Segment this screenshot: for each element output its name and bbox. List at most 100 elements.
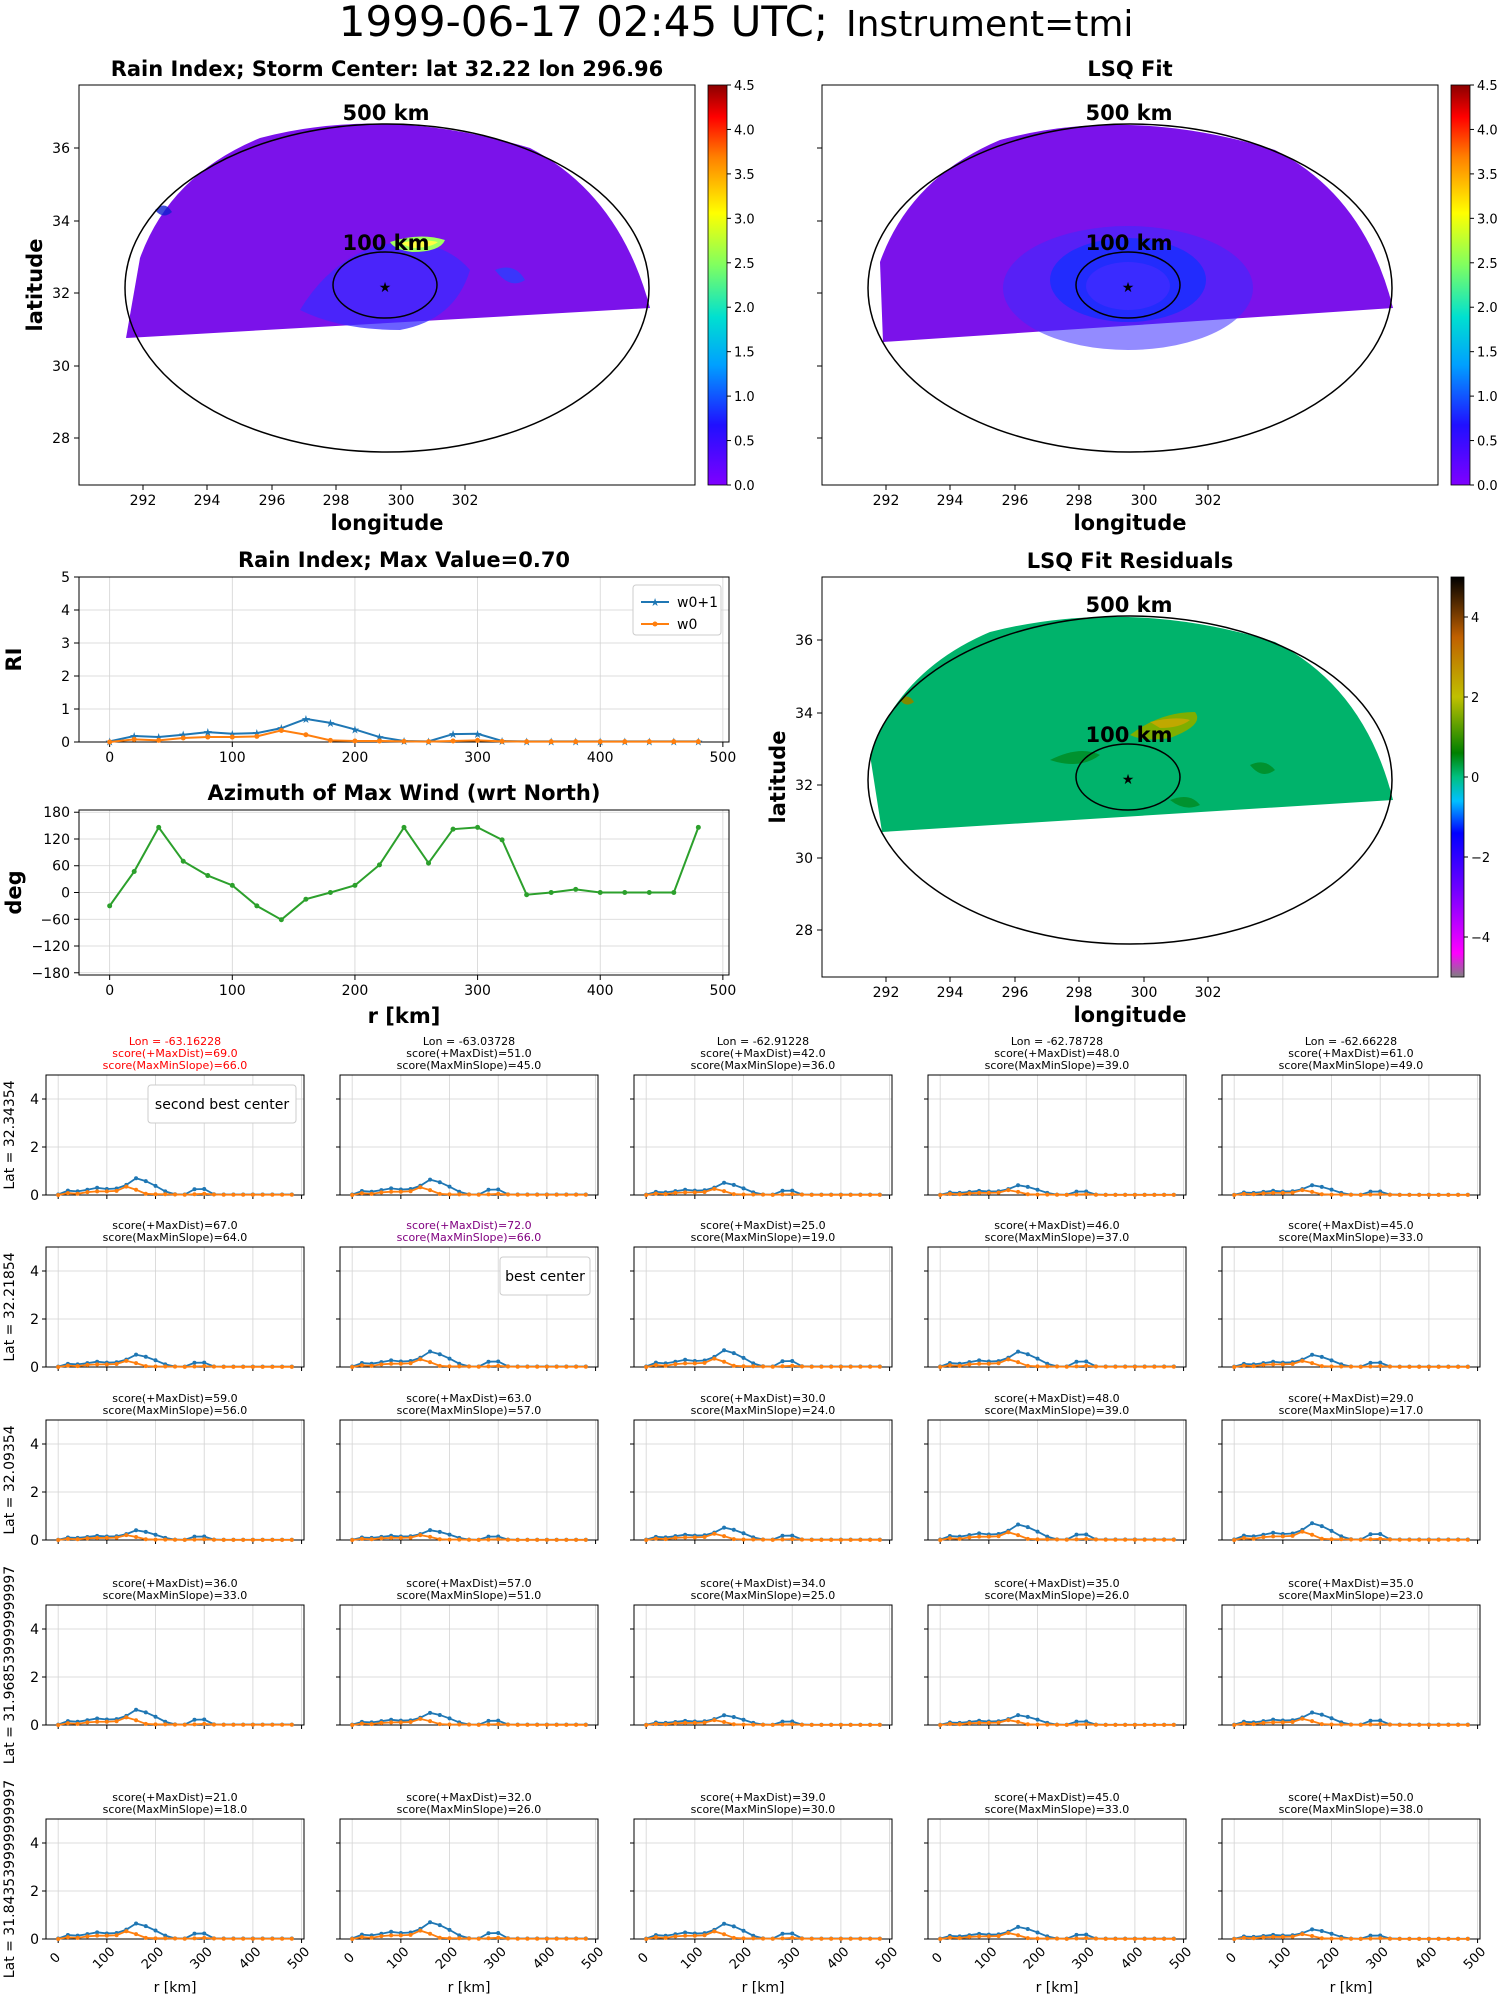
y-tick-label: 2: [30, 1140, 39, 1156]
data-point: [408, 1932, 413, 1937]
data-point: [1232, 1538, 1237, 1542]
data-point: [192, 1717, 197, 1722]
plot-area: [928, 1420, 1186, 1540]
data-point: [1358, 1537, 1363, 1542]
data-point: [515, 1364, 520, 1369]
data-point: [1339, 1537, 1344, 1542]
plot-area: [340, 1075, 598, 1195]
x-tick-label: 300: [464, 983, 491, 999]
data-point: [583, 1537, 588, 1542]
data-point: [182, 1722, 187, 1727]
data-point: [260, 1537, 265, 1542]
x-tick-label: 100: [1266, 1944, 1294, 1972]
data-point: [770, 1722, 775, 1727]
y-tick-label: 0: [30, 1360, 39, 1376]
data-point: [761, 1537, 765, 1542]
data-point: [1368, 1532, 1373, 1537]
data-point: [1025, 1525, 1030, 1530]
data-point: [1378, 1364, 1383, 1369]
data-point: [712, 1356, 717, 1361]
rain-index-map: Rain Index; Storm Center: lat 32.22 lon …: [23, 57, 755, 535]
data-point: [1006, 1188, 1011, 1193]
data-point: [1123, 1936, 1128, 1941]
svg-text:36: 36: [52, 141, 70, 157]
data-point: [1241, 1935, 1246, 1940]
data-point: [515, 1192, 520, 1197]
panel-title: Rain Index; Storm Center: lat 32.22 lon …: [111, 57, 664, 81]
data-point: [104, 1719, 109, 1724]
data-point: [731, 1924, 736, 1929]
svg-text:298: 298: [323, 493, 350, 509]
data-point: [1113, 1936, 1118, 1941]
panel-score-label: score(MaxMinSlope)=26.0: [397, 1803, 542, 1816]
data-point: [683, 1933, 688, 1938]
data-point: [428, 1360, 433, 1365]
data-point: [352, 882, 358, 888]
data-point: [1426, 1722, 1431, 1727]
x-tick-label: 0: [635, 1950, 651, 1966]
data-point: [1074, 1936, 1079, 1941]
data-point: [1329, 1192, 1334, 1197]
data-point: [1025, 1722, 1030, 1727]
data-point: [1132, 1722, 1137, 1727]
data-point: [1319, 1722, 1324, 1727]
data-point: [350, 1937, 355, 1941]
data-point: [1016, 1360, 1021, 1365]
x-tick-label: 500: [710, 750, 737, 766]
data-point: [496, 1935, 501, 1940]
data-point: [712, 1718, 717, 1723]
data-point: [1093, 1364, 1098, 1369]
data-point: [229, 734, 235, 740]
data-point: [790, 1363, 795, 1368]
data-point: [437, 1722, 442, 1727]
data-point: [85, 1934, 90, 1939]
data-point: [447, 1537, 452, 1542]
data-point: [722, 1525, 727, 1530]
data-point: [211, 1936, 216, 1941]
data-point: [741, 1717, 746, 1722]
panel-score-label: score(MaxMinSlope)=37.0: [985, 1231, 1130, 1244]
data-point: [163, 1936, 168, 1941]
svg-text:298: 298: [1066, 493, 1093, 509]
svg-text:292: 292: [873, 493, 900, 509]
data-point: [486, 1364, 491, 1369]
svg-text:296: 296: [1002, 493, 1029, 509]
x-tick-label: 100: [972, 1944, 1000, 1972]
data-point: [1103, 1722, 1108, 1727]
data-point: [1387, 1364, 1392, 1369]
data-point: [202, 1187, 207, 1191]
center-candidate-panel: Lon = -62.91228score(+MaxDist)=42.0score…: [630, 1035, 893, 1199]
data-point: [1064, 1192, 1069, 1197]
row-latitude-label: Lat = 32.34354: [2, 1080, 18, 1189]
data-point: [702, 1933, 707, 1938]
data-point: [1152, 1192, 1157, 1197]
data-point: [1093, 1192, 1098, 1197]
data-point: [56, 1723, 61, 1727]
colorbar-tick-label: 4.5: [1477, 79, 1498, 94]
ring-500km: [124, 123, 650, 453]
data-point: [977, 1358, 982, 1363]
data-point: [1310, 1361, 1315, 1366]
data-point: [1074, 1192, 1079, 1197]
data-point: [1446, 1936, 1451, 1941]
legend-label: second best center: [155, 1097, 289, 1113]
data-point: [475, 737, 481, 743]
data-point: [957, 1363, 962, 1368]
data-point: [389, 1933, 394, 1938]
data-point: [663, 1537, 668, 1542]
plot-area: [340, 1819, 598, 1939]
data-point: [1103, 1537, 1108, 1542]
data-point: [1349, 1192, 1353, 1197]
data-point: [722, 1359, 727, 1364]
colorbar-tick-label: 3.0: [1477, 212, 1498, 227]
data-point: [1271, 1534, 1276, 1539]
data-point: [1162, 1192, 1167, 1197]
data-point: [486, 1534, 491, 1539]
data-point: [535, 1364, 540, 1369]
data-point: [95, 1185, 100, 1190]
data-point: [977, 1361, 982, 1366]
panel-score-label: score(MaxMinSlope)=38.0: [1279, 1803, 1424, 1816]
data-point: [505, 1936, 510, 1941]
data-point: [1016, 1719, 1021, 1724]
colorbar-tick-label: 3.5: [1477, 168, 1498, 183]
